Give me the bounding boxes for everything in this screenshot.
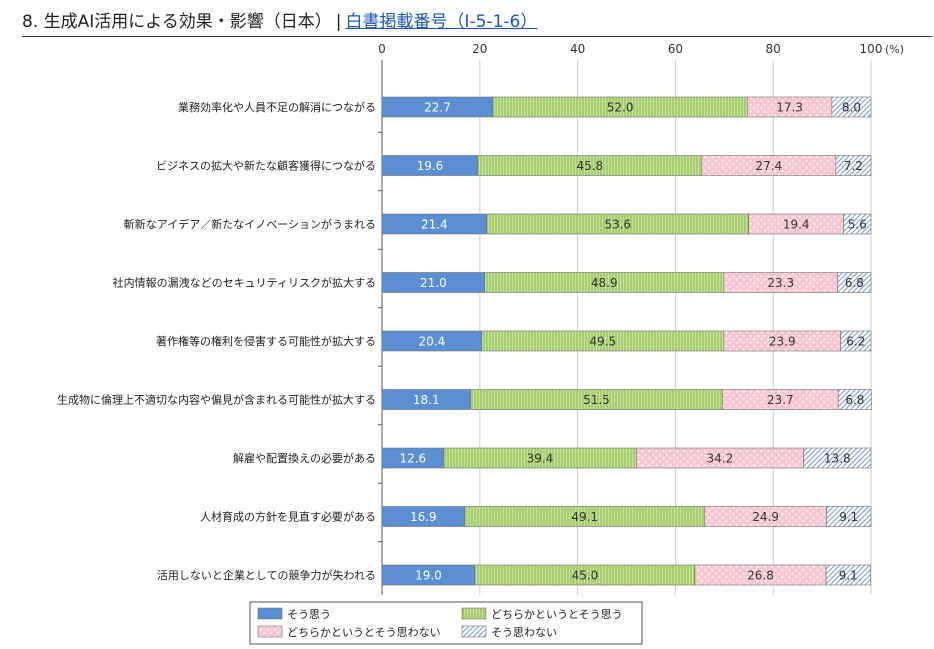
data-label: 19.0 <box>415 569 442 583</box>
legend-label: そう思わない <box>491 626 557 639</box>
category-label: 社内情報の漏洩などのセキュリティリスクが拡大する <box>113 276 376 290</box>
x-tick-label: 60 <box>668 42 683 56</box>
bar-segment <box>837 272 872 293</box>
bar-segment <box>835 155 872 176</box>
data-label: 16.9 <box>410 510 437 524</box>
page-header: 8. 生成AI活用による効果・影響（日本） | 白書掲載番号（Ⅰ-5-1-6） <box>22 10 932 37</box>
data-label: 24.9 <box>752 510 779 524</box>
data-label: 27.4 <box>755 159 782 173</box>
data-label: 6.2 <box>846 335 865 349</box>
x-unit-label: (%) <box>885 43 904 56</box>
data-label: 19.6 <box>417 159 444 173</box>
category-label: 業務効率化や人員不足の解消につながる <box>178 100 376 114</box>
legend-swatch <box>257 625 283 638</box>
category-label: 斬新なアイデア／新たなイノベーションがうまれる <box>124 217 376 231</box>
data-label: 45.0 <box>572 569 599 583</box>
category-labels: 業務効率化や人員不足の解消につながるビジネスの拡大や新たな顧客獲得につながる斬新… <box>57 100 376 582</box>
x-axis: 0 20 40 60 80 100 (%) <box>378 42 904 595</box>
data-label: 49.5 <box>589 335 616 349</box>
category-label: ビジネスの拡大や新たな顧客獲得につながる <box>156 159 376 173</box>
legend-swatch <box>461 625 487 638</box>
stacked-bar-chart: 0 20 40 60 80 100 (%) 22.7 52.0 17.3 8.019.6 45.8 2… <box>57 42 904 645</box>
data-label: 21.0 <box>420 276 447 290</box>
data-label: 49.1 <box>571 510 598 524</box>
data-label: 13.8 <box>824 452 851 466</box>
data-label: 23.3 <box>767 276 794 290</box>
data-label: 9.1 <box>839 569 858 583</box>
data-label: 45.8 <box>576 159 603 173</box>
bar-segment <box>831 96 872 118</box>
data-label: 17.3 <box>776 101 803 115</box>
data-label: 22.7 <box>424 101 451 115</box>
data-label: 6.8 <box>845 276 864 290</box>
legend-label: そう思う <box>287 608 331 621</box>
x-tick-label: 20 <box>472 42 487 56</box>
data-label: 6.8 <box>845 393 864 407</box>
data-label: 48.9 <box>591 276 618 290</box>
bar-segment <box>840 330 872 352</box>
data-label: 39.4 <box>527 452 554 466</box>
x-tick-label: 40 <box>570 42 585 56</box>
legend-box <box>249 601 643 645</box>
legend-label: どちらかというとそう思わない <box>287 626 441 639</box>
data-label: 7.2 <box>844 159 863 173</box>
data-label: 23.7 <box>767 393 794 407</box>
data-label: 9.1 <box>839 510 858 524</box>
x-tick-label: 100 <box>860 42 883 56</box>
data-label: 5.6 <box>848 218 867 232</box>
data-label: 18.1 <box>413 393 440 407</box>
bar-segment <box>843 213 872 235</box>
data-label: 51.5 <box>583 393 610 407</box>
x-tick-label: 80 <box>766 42 781 56</box>
bars: 22.7 52.0 17.3 8.0 19.6 45.8 27.4 7.2 21.4 53.6 19… <box>381 96 872 586</box>
data-label: 52.0 <box>607 101 634 115</box>
data-label: 23.9 <box>769 335 796 349</box>
title-separator: | <box>335 12 342 32</box>
data-label: 34.2 <box>707 452 734 466</box>
category-label: 生成物に倫理上不適切な内容や偏見が含まれる可能性が拡大する <box>57 393 376 407</box>
data-label: 20.4 <box>419 335 446 349</box>
legend-swatch <box>461 607 487 620</box>
data-label: 8.0 <box>842 101 861 115</box>
x-tick-label: 0 <box>378 42 386 56</box>
legend-swatch <box>257 607 283 620</box>
data-label: 26.8 <box>747 569 774 583</box>
whitepaper-reference-link[interactable]: 白書掲載番号（Ⅰ-5-1-6） <box>345 12 538 32</box>
bar-segment <box>837 389 872 410</box>
category-label: 人材育成の方針を見直す必要がある <box>200 510 376 524</box>
page-title: 8. 生成AI活用による効果・影響（日本） <box>22 12 332 32</box>
data-label: 12.6 <box>399 452 426 466</box>
bar-segment <box>826 506 872 527</box>
legend-label: どちらかというとそう思う <box>491 608 623 621</box>
category-label: 著作権等の権利を侵害する可能性が拡大する <box>156 334 376 348</box>
data-label: 21.4 <box>421 218 448 232</box>
data-label: 19.4 <box>783 218 810 232</box>
category-label: 解雇や配置換えの必要がある <box>233 451 376 465</box>
data-label: 53.6 <box>604 218 631 232</box>
bar-segment <box>825 564 871 586</box>
bar-segment <box>803 447 872 469</box>
category-label: 活用しないと企業としての競争力が失われる <box>157 568 376 582</box>
